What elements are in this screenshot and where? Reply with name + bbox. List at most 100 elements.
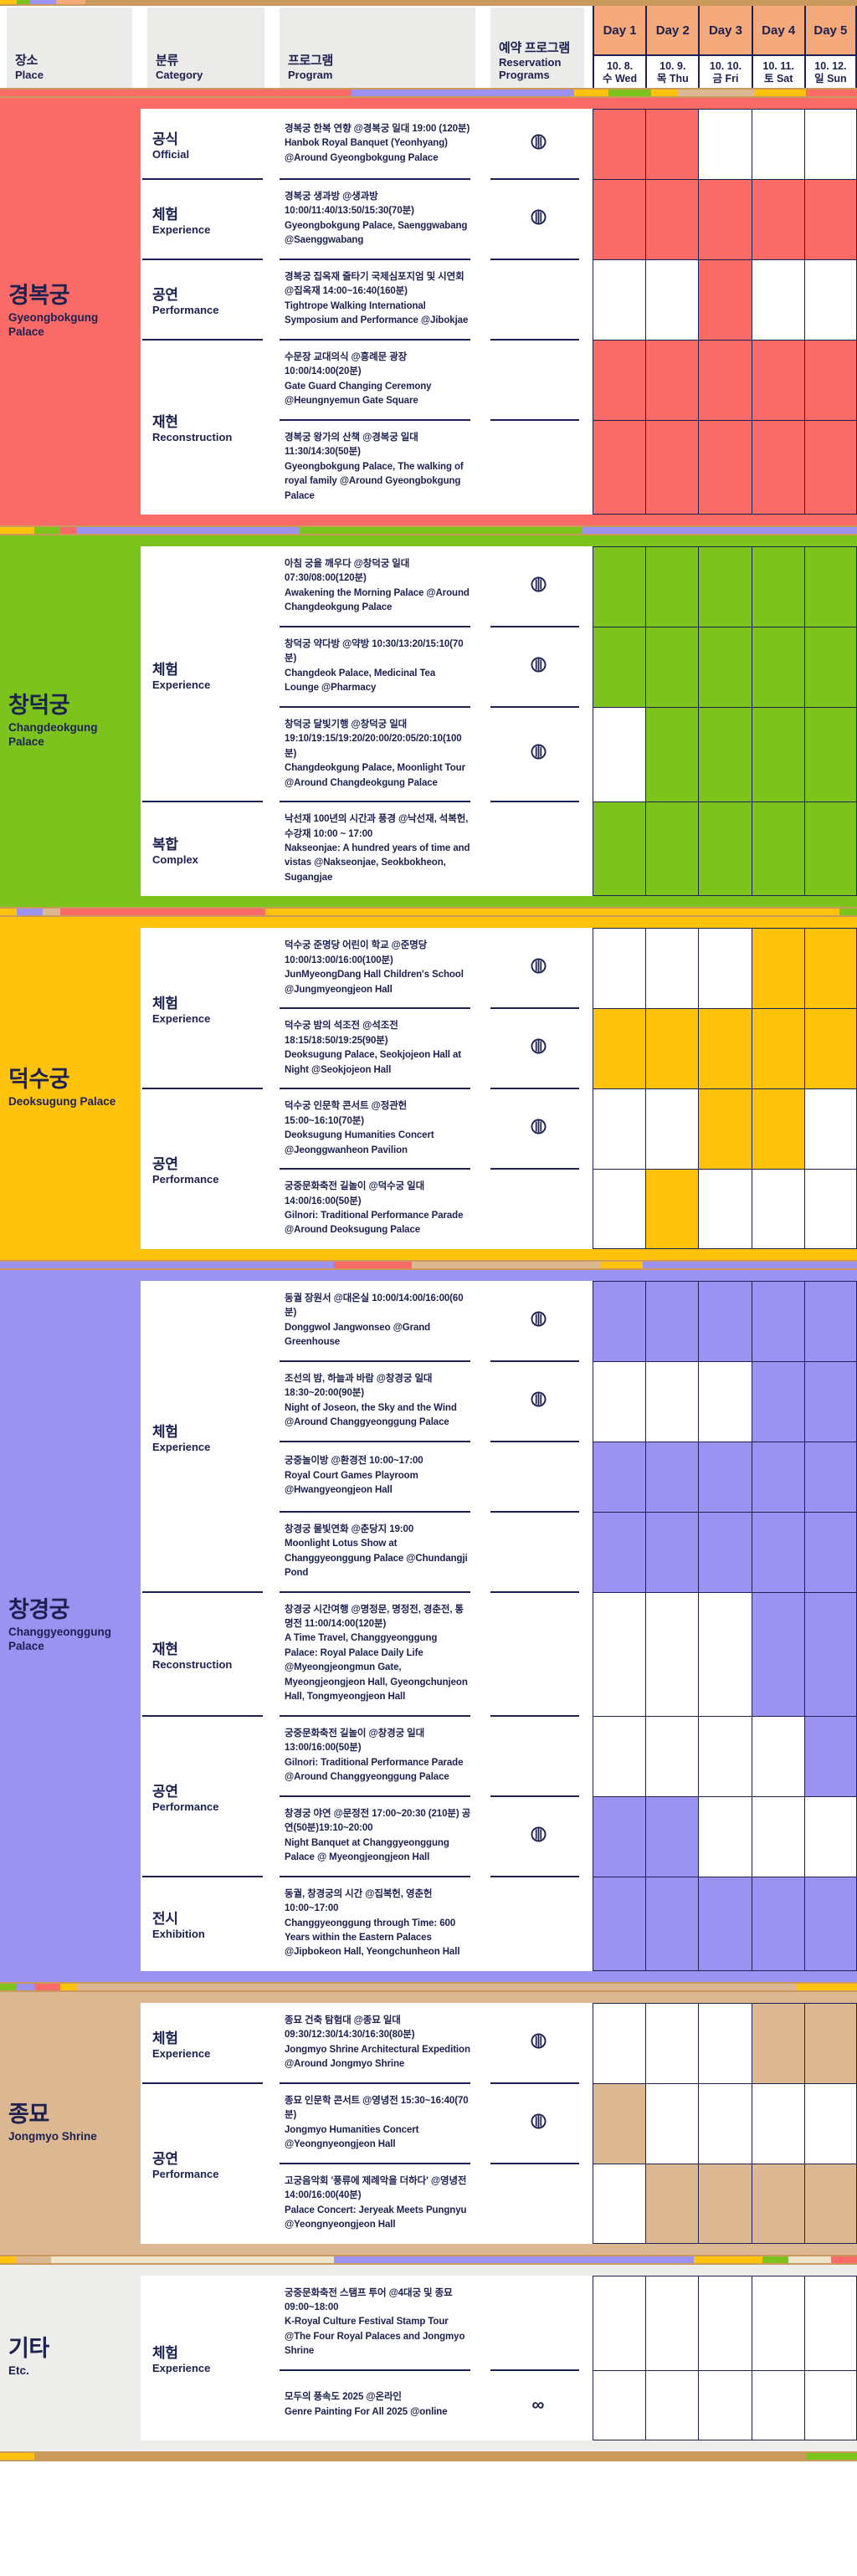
day-header-area: Day 1 Day 2 Day 3 Day 4 Day 5 10. 8. 수 Wed 10. … [593, 6, 857, 88]
day-cell-4-available [751, 1360, 804, 1442]
place-name-en: Etc. [8, 2364, 29, 2378]
category-cell: 체험 Experience [141, 2276, 273, 2440]
strip-segment [59, 526, 78, 534]
palace-section-jongmyo-shrine: 종묘 Jongmyo Shrine 체험 Experience 종묘 건축 탐험대 @종… [0, 1991, 857, 2255]
day-cell-4-available [751, 1441, 804, 1512]
day-cell-3-available [698, 1876, 752, 1971]
day-cell-4-available [751, 179, 804, 259]
program-text-en: Changdeokgung Palace, Moonlight Tour @Ar… [285, 763, 465, 788]
category-cell: 체험 Experience [141, 546, 273, 801]
program-text: 동궐 장원서 @대온실 10:00/14:00/16:00(60분) Dongg… [285, 1293, 464, 1348]
column-header-place: 장소 Place [7, 8, 132, 88]
day-cell-3-available [698, 1511, 752, 1592]
category-en: Experience [152, 2046, 211, 2060]
category-en: Complex [152, 853, 198, 866]
day-date-2: 10. 9. 목 Thu [645, 56, 698, 88]
strip-segment [29, 0, 56, 4]
program-text-en: JunMyeongDang Hall Children's School @Ju… [285, 970, 464, 995]
day-cell-4-empty [751, 1169, 804, 1249]
day-cell-2-empty [645, 1715, 699, 1796]
program-cell: 궁중놀이방 @환경전 10:00~17:00 Royal Court Games… [273, 1440, 484, 1512]
day-cell-3-empty [698, 1169, 752, 1249]
program-cell: 덕수궁 밤의 석조전 @석조전 18:15/18:50/19:25(90분) D… [273, 1007, 484, 1088]
day-cell-1-available [593, 1280, 646, 1361]
column-header-program: 프로그램 Program [280, 8, 475, 88]
day-cell-5-empty [803, 2082, 857, 2164]
program-cell: 종묘 인문학 콘서트 @영녕전 15:30~16:40(70분) Jongmyo… [273, 2082, 484, 2164]
place-label: 종묘 Jongmyo Shrine [0, 2003, 141, 2244]
program-cell: 모두의 풍속도 2025 @온라인 Genre Painting For All… [273, 2369, 484, 2440]
day-cell-1-available [593, 339, 646, 420]
day-cell-2-available [645, 801, 699, 897]
reservation-ticket-icon [530, 576, 547, 597]
day-cell-3-available [698, 259, 752, 340]
strip-segment [831, 2256, 857, 2263]
day-header-1: Day 1 [593, 6, 646, 56]
reservation-cell [484, 2082, 593, 2164]
program-cell: 궁중문화축전 길놀이 @덕수궁 일대 14:00/16:00(50분) Giln… [273, 1168, 484, 1249]
program-text-en: Hanbok Royal Banquet (Yeonhyang) @Around… [285, 138, 448, 163]
category-ko: 공연 [152, 286, 178, 303]
strip-segment [59, 1983, 78, 1990]
program-cell: 경복궁 생과방 @생과방 10:00/11:40/13:50/15:30(70분… [273, 178, 484, 259]
day-cell-1-empty [593, 2163, 646, 2244]
day-cell-5-available [803, 1591, 857, 1716]
program-text-en: Donggwol Jangwonseo @Grand Greenhouse [285, 1322, 431, 1348]
category-en: Experience [152, 223, 211, 236]
day-cell-3-empty [698, 2369, 752, 2440]
reservation-cell [484, 1510, 593, 1592]
day-date-number: 10. 11. [762, 59, 794, 72]
strip-segment [582, 526, 857, 534]
program-text: 창덕궁 달빛기행 @창덕궁 일대 19:10/19:15/19:20/20:00… [285, 719, 465, 788]
day-cell-2-available [645, 1876, 699, 1971]
palace-section-gyeongbokgung-palace: 경복궁 Gyeongbokgung Palace 공식 Official 경복궁 한복 … [0, 98, 857, 525]
day-cell-2-empty [645, 1360, 699, 1442]
day-cell-1-available [593, 419, 646, 515]
day-cell-1-available [593, 1441, 646, 1512]
day-cell-1-available [593, 1008, 646, 1089]
reservation-ticket-icon [530, 2032, 547, 2054]
strip-segment [55, 0, 86, 4]
reservation-ticket-icon [530, 656, 547, 678]
day-cell-5-available [803, 2163, 857, 2244]
day-cell-5-available [803, 1715, 857, 1796]
place-label: 덕수궁 Deoksugung Palace [0, 928, 141, 1249]
program-cell: 창경궁 야연 @문정전 17:00~20:30 (210분) 공연(50분)19… [273, 1795, 484, 1877]
day-cell-3-available [698, 706, 752, 802]
reservation-ticket-icon [530, 1826, 547, 1847]
program-cell: 종묘 건축 탐험대 @종묘 일대 09:30/12:30/14:30/16:30… [273, 2003, 484, 2083]
strip-segment [762, 2256, 789, 2263]
column-header-reservation-ko: 예약 프로그램 [499, 41, 570, 55]
place-name-en: Deoksugung Palace [8, 1095, 116, 1109]
strip-segment [642, 1261, 857, 1268]
program-text-en: Royal Court Games Playroom @Hwangyeongje… [285, 1470, 418, 1496]
decorative-strip [0, 2254, 857, 2265]
day-cell-1-available [593, 2082, 646, 2164]
column-header-category: 분류 Category [147, 8, 264, 88]
strip-segment [351, 90, 575, 96]
reservation-ticket-icon [530, 2113, 547, 2134]
category-cell: 체험 Experience [141, 178, 273, 259]
reservation-cell [484, 1440, 593, 1512]
program-cell: 경복궁 한복 연향 @경복궁 일대 19:00 (120분) Hanbok Ro… [273, 109, 484, 179]
day-cell-5-empty [803, 1088, 857, 1170]
program-text: 아침 궁을 깨우다 @창덕궁 일대 07:30/08:00(120분) Awak… [285, 558, 470, 613]
category-ko: 재현 [152, 414, 178, 431]
category-cell: 공식 Official [141, 109, 273, 179]
day-cell-3-empty [698, 1360, 752, 1442]
day-cell-4-available [751, 801, 804, 897]
day-date-weekday: 목 Thu [656, 73, 689, 85]
strip-segment [77, 1983, 798, 1990]
program-text: 경복궁 생과방 @생과방 10:00/11:40/13:50/15:30(70분… [285, 192, 468, 246]
category-ko: 체험 [152, 661, 178, 678]
program-text-en: Gyeongbokgung Palace, Saenggwabang @Saen… [285, 220, 468, 246]
day-cell-1-empty [593, 2369, 646, 2440]
day-cell-4-available [751, 545, 804, 627]
reservation-ticket-icon [530, 1310, 547, 1332]
place-name-en: Gyeongbokgung Palace [8, 310, 99, 338]
reservation-cell [484, 1714, 593, 1796]
day-cell-5-available [803, 545, 857, 627]
category-cell: 공연 Performance [141, 2082, 273, 2244]
strip-segment [51, 2256, 335, 2263]
day-cell-4-available [751, 1591, 804, 1716]
